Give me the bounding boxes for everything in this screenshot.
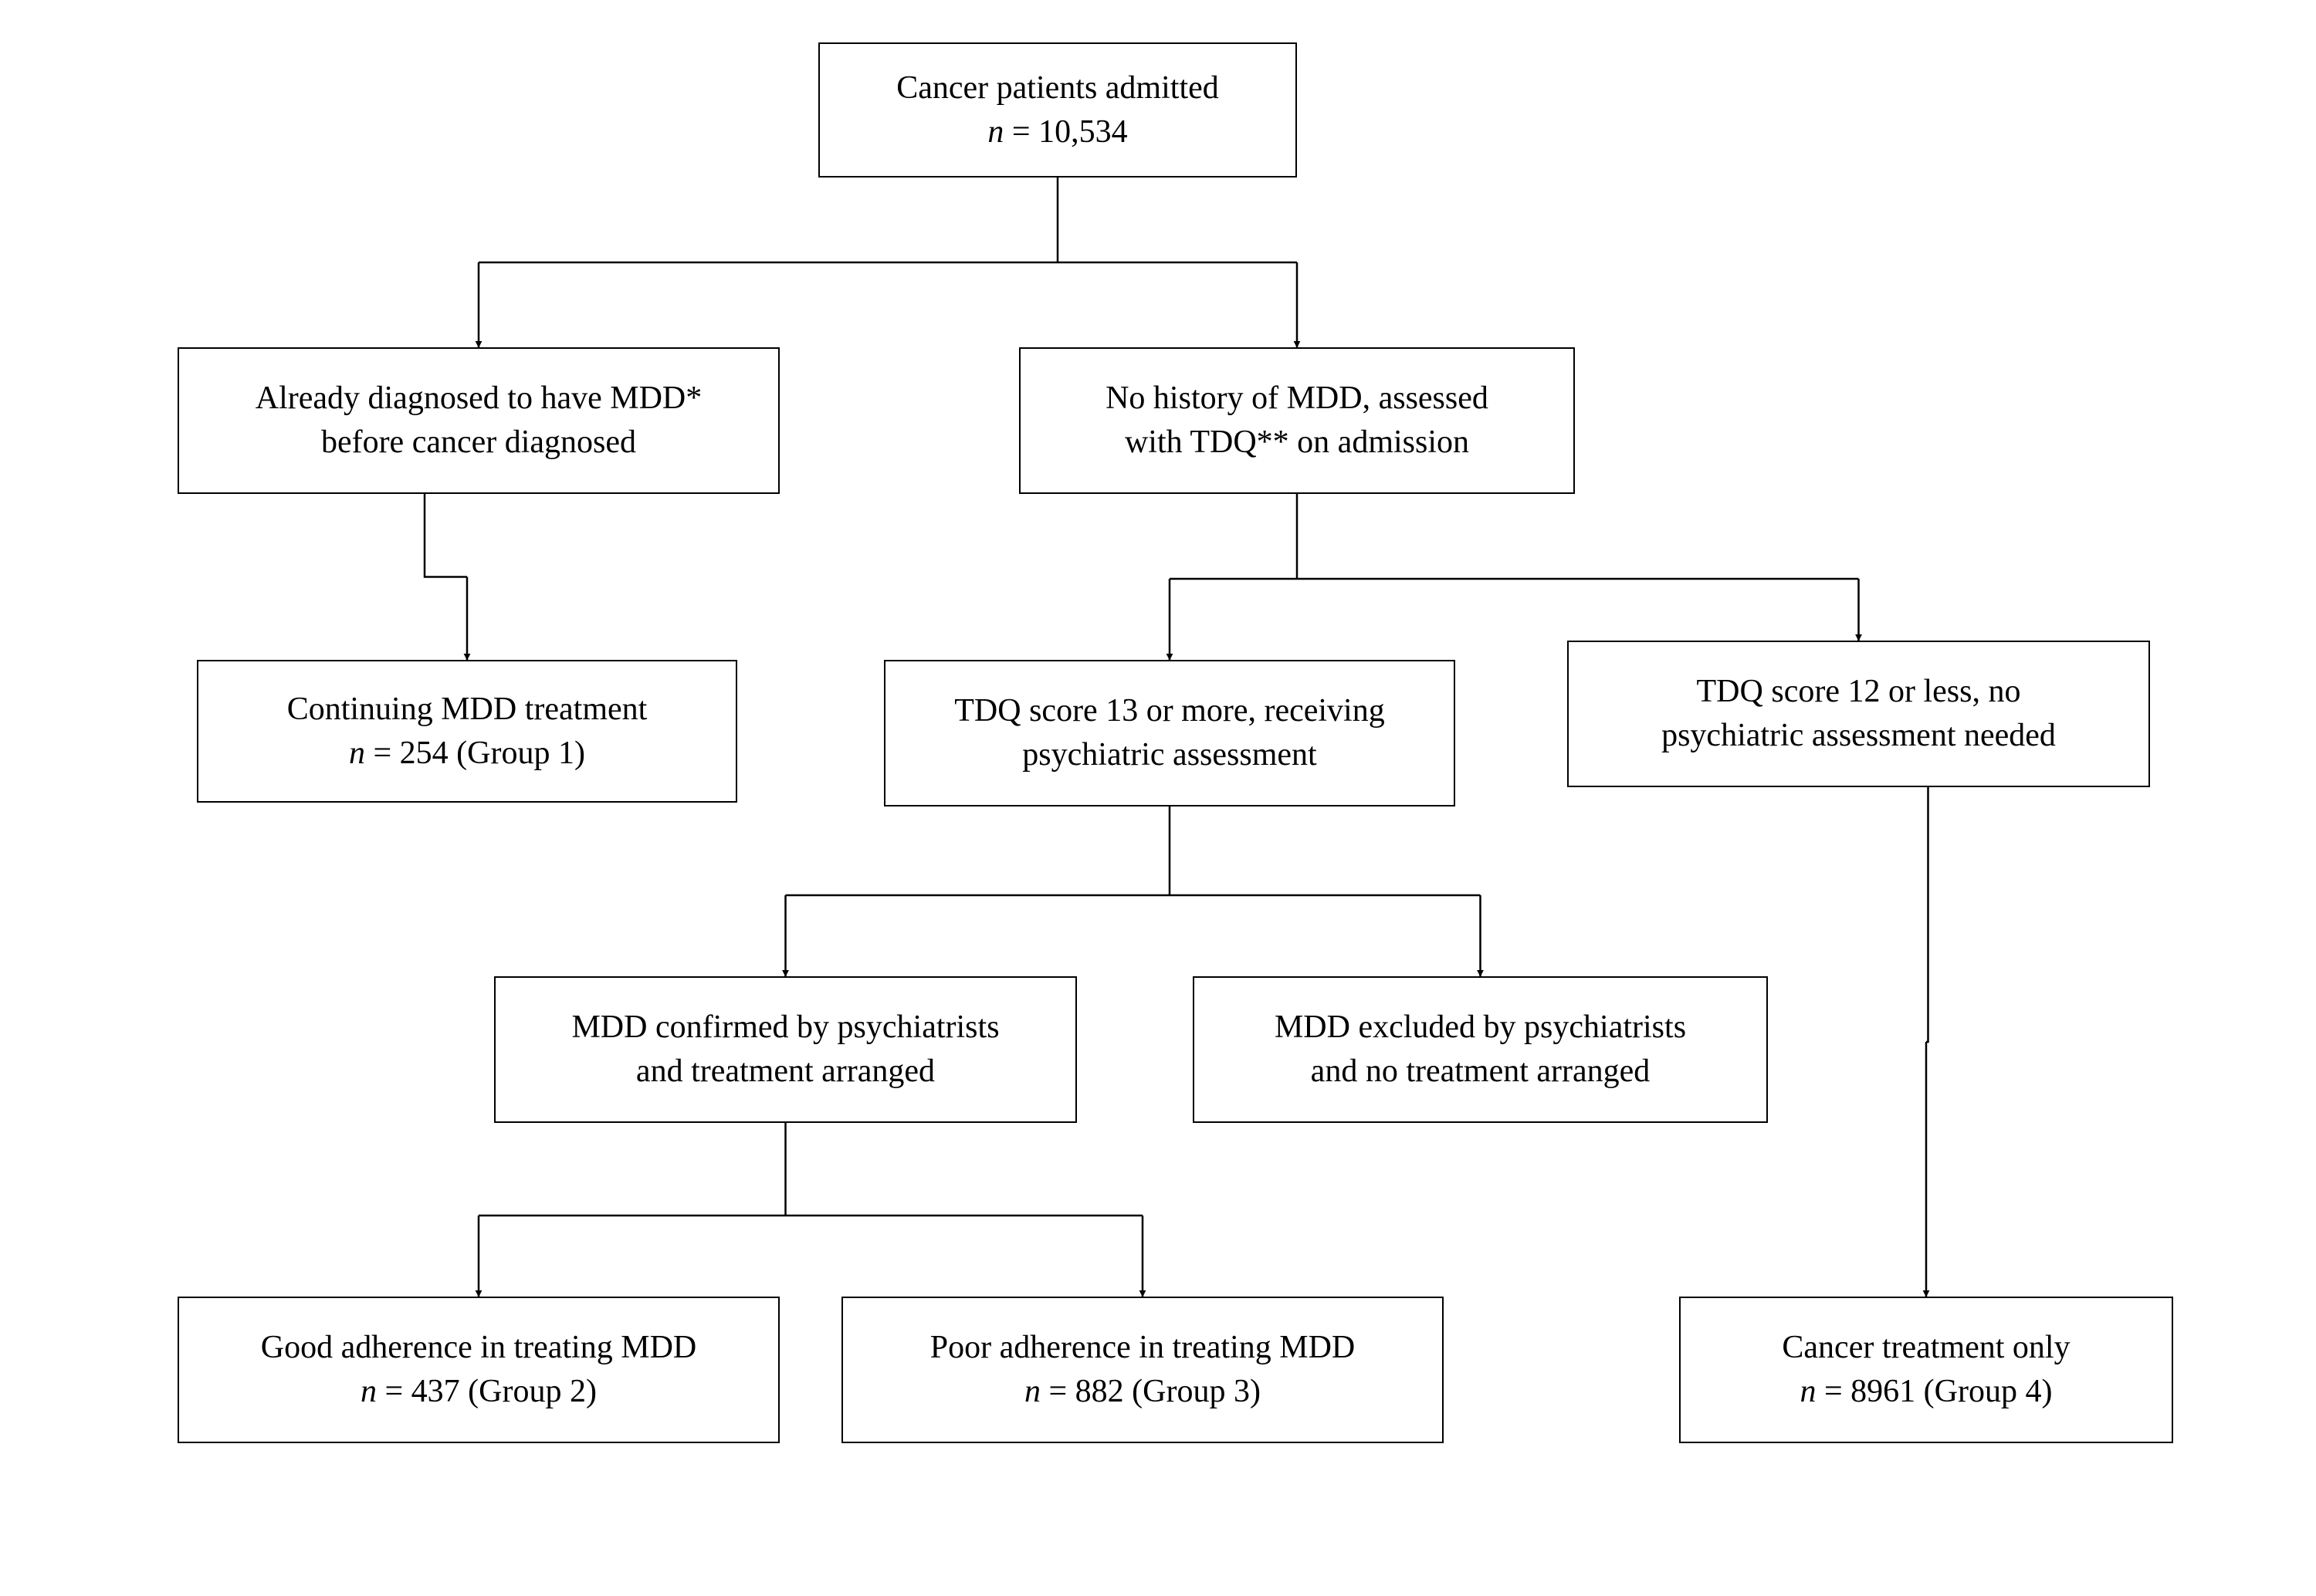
node-cont-line1: Continuing MDD treatment [287,688,648,732]
node-tdq13-line2: psychiatric assessment [954,733,1384,777]
node-cont: Continuing MDD treatmentn = 254 (Group 1… [197,660,737,803]
node-cont-line2: n = 254 (Group 1) [287,732,648,776]
node-root-line2: n = 10,534 [896,110,1219,154]
node-cancertx-line1: Cancer treatment only [1782,1326,2070,1370]
node-tdq13-line1: TDQ score 13 or more, receiving [954,689,1384,733]
edge [425,494,467,577]
node-excluded: MDD excluded by psychiatristsand no trea… [1193,976,1768,1123]
flowchart-canvas: Cancer patients admittedn = 10,534 Alread… [0,0,2316,1596]
node-poor: Poor adherence in treating MDDn = 882 (G… [841,1297,1444,1443]
node-excluded-line1: MDD excluded by psychiatrists [1275,1006,1686,1050]
node-poor-line1: Poor adherence in treating MDD [930,1326,1356,1370]
node-good-line2: n = 437 (Group 2) [261,1370,696,1414]
node-tdq12: TDQ score 12 or less, nopsychiatric asse… [1567,641,2150,787]
node-good: Good adherence in treating MDDn = 437 (G… [178,1297,780,1443]
node-nohist: No history of MDD, assessedwith TDQ** on… [1019,347,1575,494]
edge [1926,787,1928,1042]
node-confirmed: MDD confirmed by psychiatristsand treatm… [494,976,1077,1123]
node-root: Cancer patients admittedn = 10,534 [818,42,1297,178]
node-tdq13: TDQ score 13 or more, receivingpsychiatr… [884,660,1455,806]
node-already: Already diagnosed to have MDD*before can… [178,347,780,494]
node-good-line1: Good adherence in treating MDD [261,1326,696,1370]
node-nohist-line1: No history of MDD, assessed [1106,377,1488,421]
node-confirmed-line2: and treatment arranged [571,1050,999,1094]
node-already-line2: before cancer diagnosed [256,421,703,465]
node-confirmed-line1: MDD confirmed by psychiatrists [571,1006,999,1050]
node-root-line1: Cancer patients admitted [896,66,1219,110]
node-tdq12-line2: psychiatric assessment needed [1661,714,2056,758]
node-poor-line2: n = 882 (Group 3) [930,1370,1356,1414]
node-already-line1: Already diagnosed to have MDD* [256,377,703,421]
node-cancertx: Cancer treatment onlyn = 8961 (Group 4) [1679,1297,2173,1443]
node-cancertx-line2: n = 8961 (Group 4) [1782,1370,2070,1414]
node-tdq12-line1: TDQ score 12 or less, no [1661,670,2056,714]
node-nohist-line2: with TDQ** on admission [1106,421,1488,465]
node-excluded-line2: and no treatment arranged [1275,1050,1686,1094]
